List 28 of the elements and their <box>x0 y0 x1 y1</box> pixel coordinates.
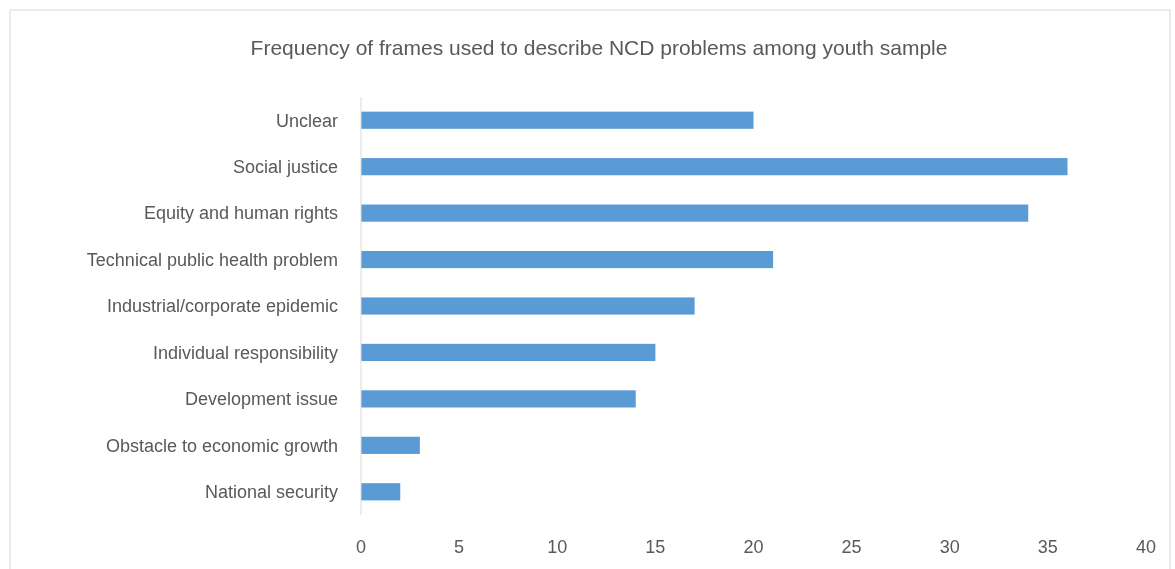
y-tick-label: Equity and human rights <box>143 203 338 224</box>
y-tick-label: Development issue <box>184 389 338 410</box>
bar <box>361 390 636 408</box>
x-tick-label: 15 <box>645 537 666 558</box>
x-tick-label: 10 <box>547 537 568 558</box>
bar <box>361 158 1068 176</box>
x-tick-label: 30 <box>939 537 960 558</box>
bar <box>361 204 1029 222</box>
y-tick-label: Industrial/corporate epidemic <box>106 296 338 317</box>
bar <box>361 343 656 362</box>
y-tick-label: Social justice <box>232 156 338 177</box>
x-tick-label: 0 <box>355 537 367 558</box>
y-tick-label: Individual responsibility <box>152 342 338 363</box>
bar <box>361 483 401 501</box>
x-tick-label: 5 <box>454 537 465 558</box>
y-tick-label: National security <box>204 482 338 503</box>
y-tick-label: Unclear <box>275 110 338 131</box>
x-tick-label: 40 <box>1135 537 1157 558</box>
bar <box>361 250 774 269</box>
x-tick-label: 20 <box>743 537 764 558</box>
x-tick-label: 25 <box>841 537 862 558</box>
y-tick-label: Technical public health problem <box>86 249 338 270</box>
x-tick-label: 35 <box>1037 537 1058 558</box>
bar <box>361 297 695 315</box>
y-tick-label: Obstacle to economic growth <box>105 435 338 456</box>
chart-title: Frequency of frames used to describe NCD problems among youth sample <box>250 36 948 60</box>
bar <box>361 111 754 129</box>
bar <box>361 436 420 454</box>
